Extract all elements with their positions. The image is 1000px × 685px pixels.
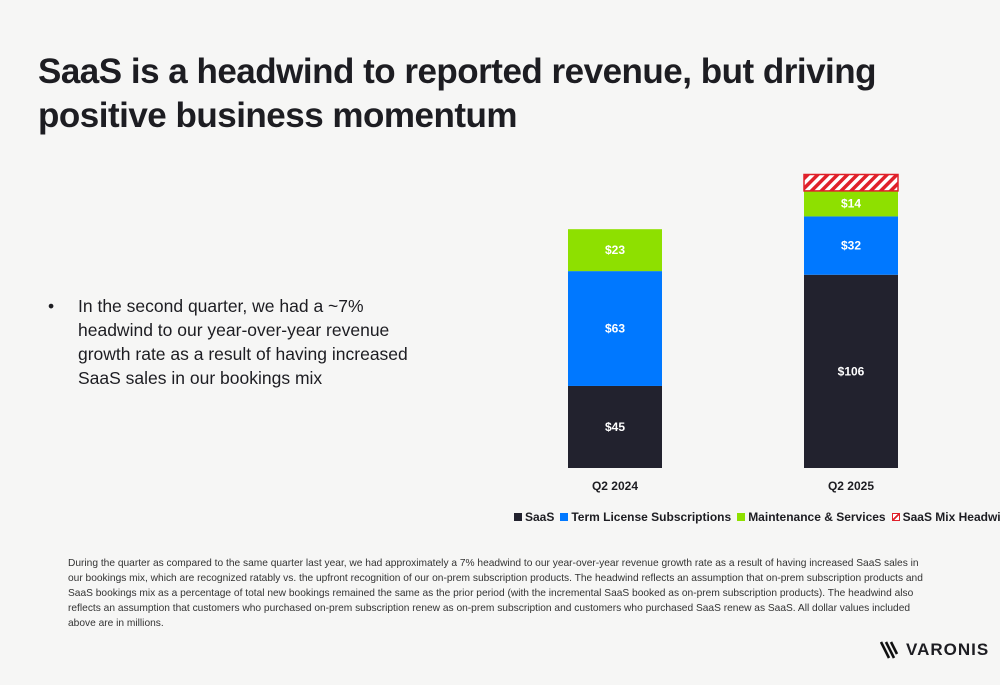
data-label: $106 bbox=[838, 364, 865, 378]
bullet-marker: • bbox=[48, 296, 55, 316]
legend-item: Maintenance & Services bbox=[737, 510, 886, 524]
bullet-text: In the second quarter, we had a ~7% head… bbox=[78, 296, 408, 388]
chart-legend: SaaS Term License Subscriptions Maintenanc… bbox=[514, 510, 1000, 524]
logo-text: VARONIS bbox=[906, 640, 990, 659]
page-title: SaaS is a headwind to reported revenue, … bbox=[38, 52, 877, 135]
legend-label: SaaS bbox=[525, 510, 555, 524]
legend-swatch bbox=[514, 513, 522, 521]
bar-segment-maintenance-services-1 bbox=[804, 190, 898, 217]
legend-swatch bbox=[737, 513, 746, 521]
legend-item: SaaS Mix Headwind bbox=[891, 510, 1000, 524]
data-label: $45 bbox=[605, 420, 625, 434]
legend-label: Maintenance & Services bbox=[748, 510, 886, 524]
data-label: $23 bbox=[605, 243, 625, 257]
bar-segment-maintenance-services-0 bbox=[568, 229, 662, 272]
varonis-logo: VARONIS bbox=[880, 640, 989, 660]
legend-item: SaaS bbox=[514, 510, 554, 524]
stacked-bar-chart: $45 $63 $23 Q2 2024 $106 $32 $14 Q2 2025 bbox=[568, 173, 899, 493]
legend-item: Term License Subscriptions bbox=[560, 510, 731, 524]
bar-segment-saas-1 bbox=[804, 274, 898, 468]
legend-label: SaaS Mix Headwind bbox=[902, 510, 1000, 524]
bar-segment-saas-0 bbox=[568, 385, 662, 468]
x-tick-label: Q2 2025 bbox=[828, 479, 874, 493]
bar-segment-term-license-subscriptions-0 bbox=[568, 271, 662, 386]
bullet-point: • In the second quarter, we had a ~7% he… bbox=[48, 294, 428, 390]
footnote: During the quarter as compared to the sa… bbox=[68, 558, 923, 629]
data-label: $63 bbox=[605, 322, 625, 336]
varonis-logo-icon bbox=[880, 641, 899, 659]
data-label: $32 bbox=[841, 239, 861, 253]
legend-swatch bbox=[891, 513, 900, 521]
x-tick-label: Q2 2024 bbox=[592, 479, 638, 493]
legend-swatch bbox=[560, 513, 569, 521]
data-label: $14 bbox=[841, 197, 861, 211]
bar-segment-term-license-subscriptions-1 bbox=[804, 216, 898, 275]
legend-label: Term License Subscriptions bbox=[571, 510, 732, 524]
bar-segment-saas-mix-headwind-1 bbox=[803, 173, 899, 192]
